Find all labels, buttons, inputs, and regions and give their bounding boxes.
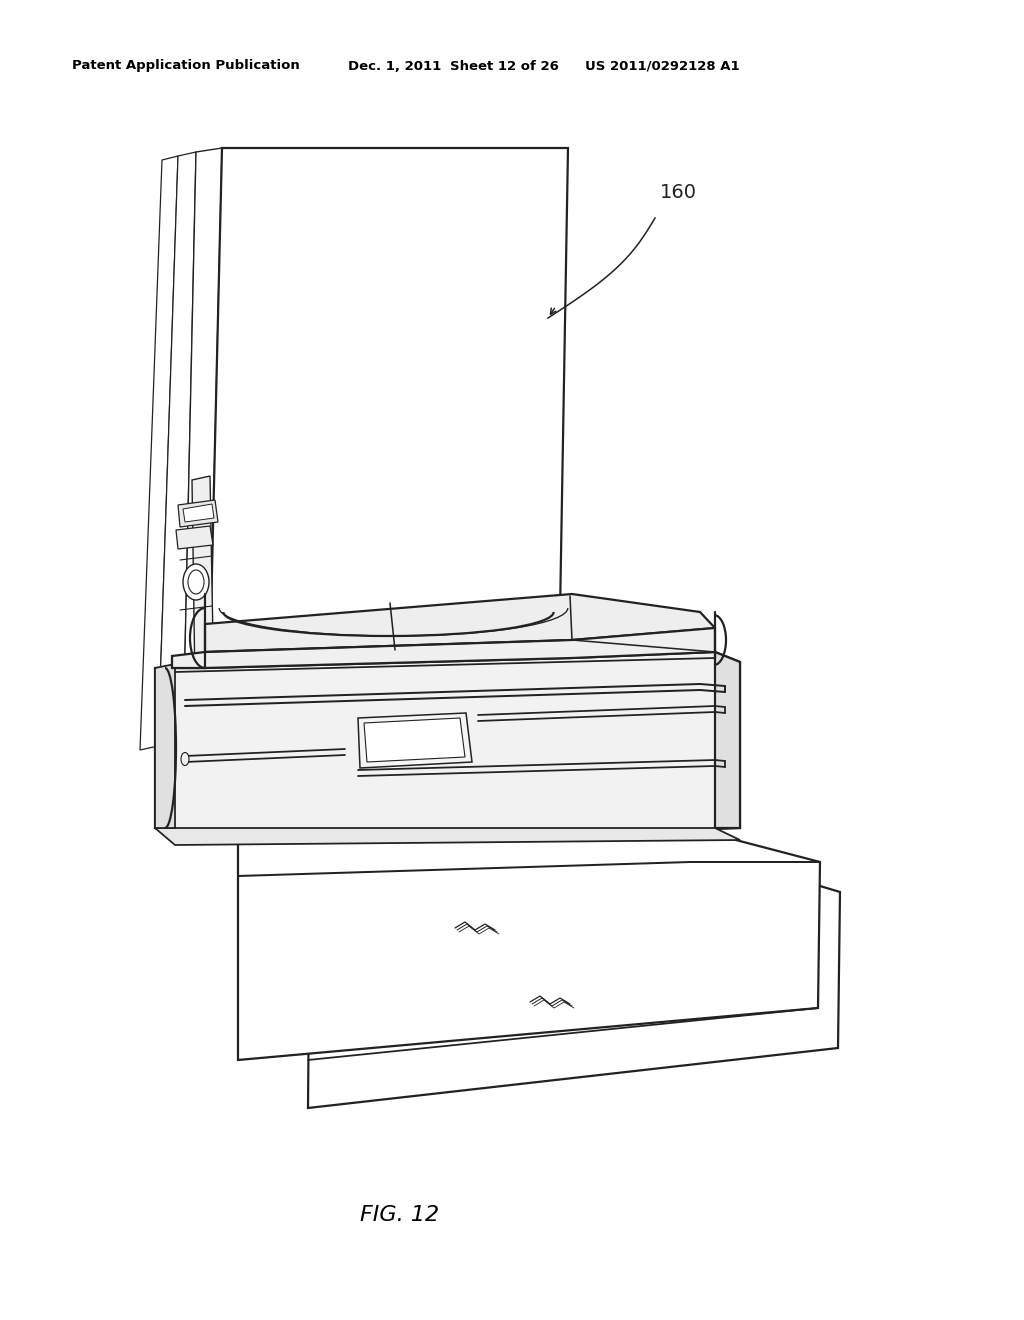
Polygon shape bbox=[178, 500, 218, 527]
Polygon shape bbox=[155, 652, 740, 838]
Polygon shape bbox=[176, 525, 213, 549]
Polygon shape bbox=[358, 713, 472, 768]
Polygon shape bbox=[155, 664, 175, 828]
Polygon shape bbox=[193, 477, 215, 754]
Text: Sheet 12 of 26: Sheet 12 of 26 bbox=[450, 59, 559, 73]
Polygon shape bbox=[172, 628, 715, 668]
Polygon shape bbox=[308, 855, 840, 1107]
Polygon shape bbox=[205, 594, 715, 652]
Polygon shape bbox=[140, 156, 178, 750]
Text: US 2011/0292128 A1: US 2011/0292128 A1 bbox=[585, 59, 739, 73]
Ellipse shape bbox=[188, 570, 204, 594]
Text: Dec. 1, 2011: Dec. 1, 2011 bbox=[348, 59, 441, 73]
Text: 160: 160 bbox=[660, 182, 697, 202]
Polygon shape bbox=[238, 828, 820, 1060]
Polygon shape bbox=[183, 148, 222, 742]
Polygon shape bbox=[208, 148, 568, 738]
Ellipse shape bbox=[183, 564, 209, 601]
Text: Patent Application Publication: Patent Application Publication bbox=[72, 59, 300, 73]
Polygon shape bbox=[364, 718, 465, 762]
Polygon shape bbox=[715, 652, 740, 828]
Ellipse shape bbox=[181, 752, 189, 766]
Text: FIG. 12: FIG. 12 bbox=[360, 1205, 439, 1225]
Polygon shape bbox=[155, 828, 740, 845]
Polygon shape bbox=[158, 152, 196, 746]
Polygon shape bbox=[183, 504, 214, 521]
